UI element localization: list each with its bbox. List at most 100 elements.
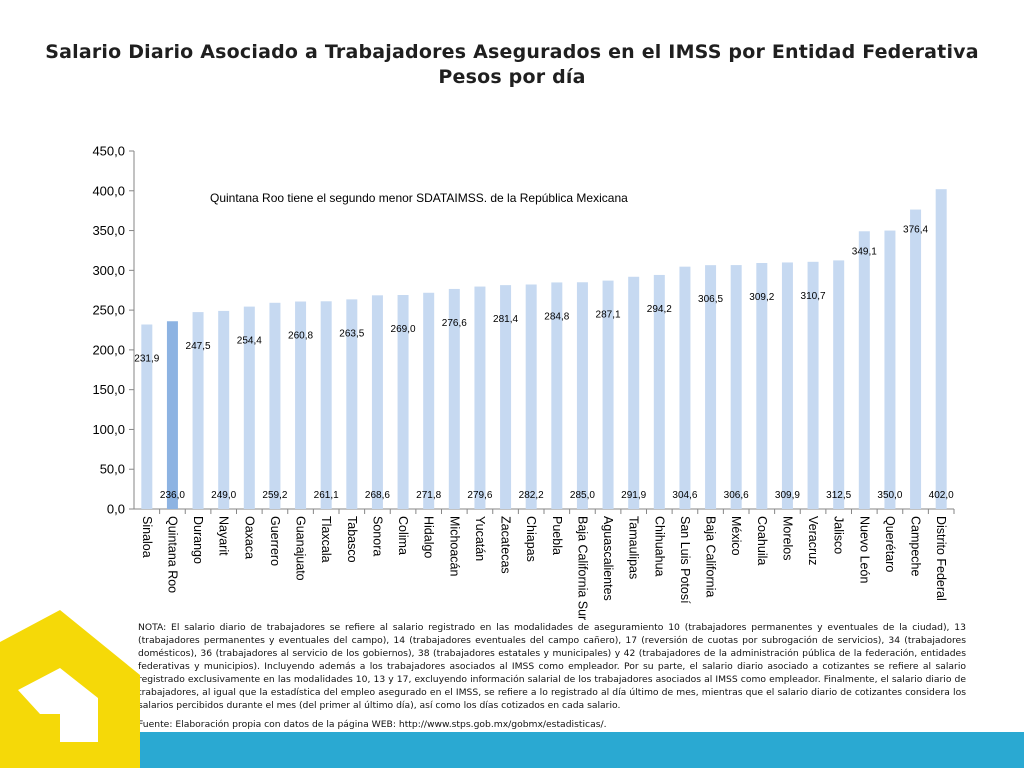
data-label: 310,7 xyxy=(801,291,826,302)
bar xyxy=(320,301,332,509)
data-label: 287,1 xyxy=(596,310,621,321)
bar xyxy=(730,265,742,509)
data-label: 236,0 xyxy=(160,490,185,501)
data-label: 269,0 xyxy=(391,324,416,335)
data-label: 282,2 xyxy=(519,490,544,501)
data-label: 279,6 xyxy=(467,490,492,501)
x-tick-label: Coahuila xyxy=(755,516,769,565)
x-tick-label: Guanajuato xyxy=(294,516,308,581)
data-label: 309,9 xyxy=(775,490,800,501)
x-tick-label: San Luis Potosí xyxy=(678,516,692,604)
data-label: 349,1 xyxy=(852,246,877,257)
bar xyxy=(807,261,819,509)
bar xyxy=(910,209,922,509)
chart-title-line-2: Pesos por día xyxy=(438,66,586,88)
bar xyxy=(269,302,281,509)
y-tick-label: 350,0 xyxy=(92,223,125,238)
bar xyxy=(858,231,870,510)
data-label: 260,8 xyxy=(288,331,313,342)
x-tick-label: Morelos xyxy=(780,516,794,560)
x-tick-label: Hidalgo xyxy=(422,516,436,558)
bar xyxy=(884,230,896,510)
x-tick-label: Aguascalientes xyxy=(601,516,615,601)
y-tick-label: 0,0 xyxy=(107,502,125,517)
y-tick-label: 450,0 xyxy=(92,144,125,159)
x-tick-label: Zacatecas xyxy=(499,516,513,574)
data-label: 249,0 xyxy=(211,490,236,501)
x-tick-label: Colima xyxy=(396,516,410,555)
x-tick-label: Querétaro xyxy=(883,516,897,572)
bar xyxy=(166,321,178,509)
bar-chart: 0,0 50,0 100,0 150,0 200,0 250,0 300,0 350,0 400… xyxy=(92,144,955,620)
bar xyxy=(628,276,640,509)
data-label: 350,0 xyxy=(877,490,902,501)
data-label: 271,8 xyxy=(416,490,441,501)
bar xyxy=(295,301,307,509)
x-tick-label: Chiapas xyxy=(524,516,538,562)
data-label: 294,2 xyxy=(647,304,672,315)
x-tick-label: Michoacán xyxy=(447,516,461,576)
bar xyxy=(705,265,717,509)
logo-shape-icon xyxy=(0,610,140,768)
bar xyxy=(833,260,845,509)
x-tick-label: Nuevo León xyxy=(857,516,871,583)
bar xyxy=(935,189,947,510)
bar xyxy=(371,295,383,509)
x-tick-label: Baja California Sur xyxy=(575,516,589,620)
bar xyxy=(346,299,358,509)
data-label: 281,4 xyxy=(493,314,518,325)
data-label: 306,5 xyxy=(698,294,723,305)
data-label: 276,6 xyxy=(442,318,467,329)
x-tick-label: Tlaxcala xyxy=(319,516,333,563)
x-tick-label: Yucatán xyxy=(473,516,487,561)
data-label: 259,2 xyxy=(262,490,287,501)
x-tick-label: Durango xyxy=(191,516,205,564)
y-tick-label: 150,0 xyxy=(92,382,125,397)
x-tick-label: Guerrero xyxy=(268,516,282,566)
bar xyxy=(756,263,768,509)
bar xyxy=(576,282,588,509)
bar xyxy=(192,312,204,509)
data-label: 268,6 xyxy=(365,490,390,501)
bar xyxy=(551,282,563,509)
bar xyxy=(525,284,537,509)
bar xyxy=(141,324,153,509)
bar xyxy=(448,288,460,509)
x-tick-label: Jalisco xyxy=(832,516,846,554)
x-tick-label: Tamaulipas xyxy=(627,516,641,579)
chart-title-line-1: Salario Diario Asociado a Trabajadores A… xyxy=(45,41,979,63)
footer-band xyxy=(0,732,1024,768)
x-tick-label: Quintana Roo xyxy=(165,516,179,593)
data-label: 254,4 xyxy=(237,336,262,347)
logo-inner-cutout xyxy=(18,668,98,742)
x-tick-label: Oaxaca xyxy=(242,516,256,559)
x-tick-label: Distrito Federal xyxy=(934,516,948,601)
chart-title: Salario Diario Asociado a Trabajadores A… xyxy=(0,40,1024,90)
y-tick-label: 400,0 xyxy=(92,183,125,198)
data-label: 291,9 xyxy=(621,490,646,501)
bar xyxy=(781,262,793,509)
bar xyxy=(474,286,486,509)
source-note: Fuente: Elaboración propia con datos de … xyxy=(138,719,607,730)
y-tick-label: 50,0 xyxy=(100,462,125,477)
x-tick-label: Sinaloa xyxy=(140,516,154,558)
x-tick-label: Veracruz xyxy=(806,516,820,565)
x-tick-label: Puebla xyxy=(550,516,564,555)
data-label: 402,0 xyxy=(929,490,954,501)
x-tick-label: Baja California xyxy=(704,516,718,597)
bar xyxy=(679,266,691,509)
y-tick-label: 300,0 xyxy=(92,263,125,278)
data-label: 247,5 xyxy=(186,341,211,352)
data-label: 306,6 xyxy=(724,490,749,501)
data-label: 376,4 xyxy=(903,225,928,236)
data-label: 309,2 xyxy=(749,292,774,303)
bar xyxy=(602,280,614,509)
bar xyxy=(218,310,230,509)
chart-annotation: Quintana Roo tiene el segundo menor SDAT… xyxy=(210,191,628,205)
data-label: 285,0 xyxy=(570,490,595,501)
data-label: 312,5 xyxy=(826,490,851,501)
x-tick-label: Campeche xyxy=(909,516,923,576)
bar xyxy=(397,294,409,509)
data-label: 231,9 xyxy=(134,354,159,365)
y-tick-label: 200,0 xyxy=(92,342,125,357)
